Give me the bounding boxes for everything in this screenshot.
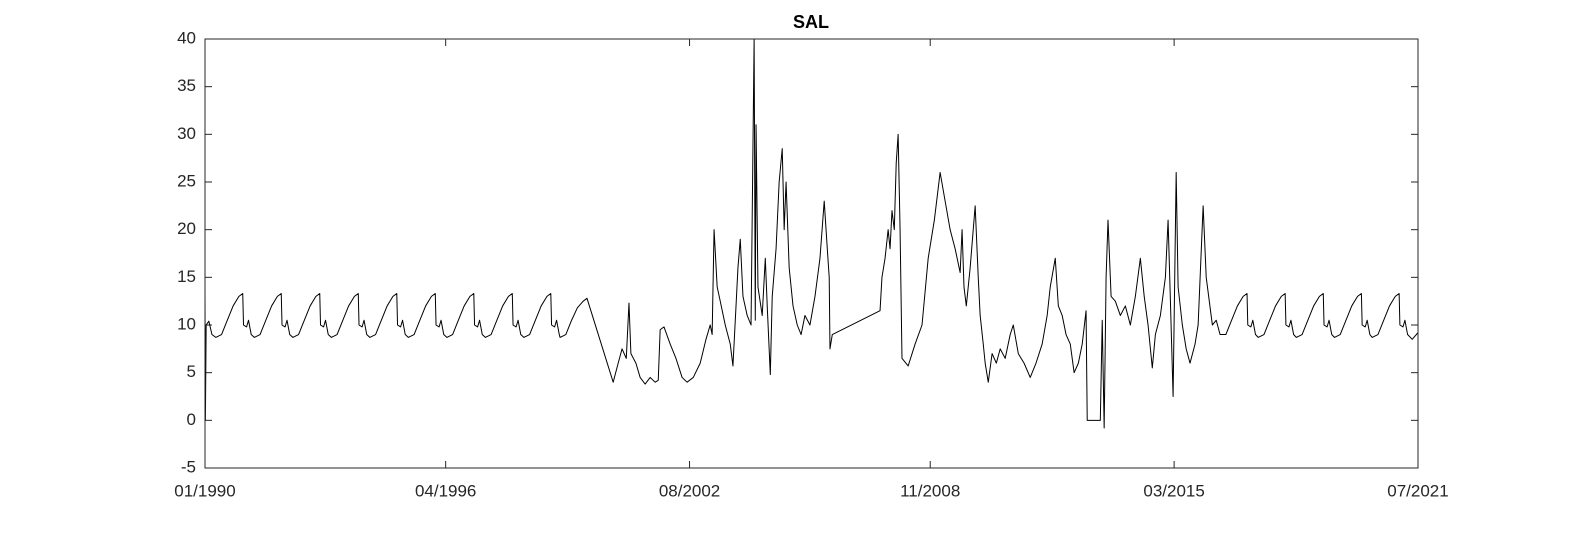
y-tick-label: 30 [177,124,196,143]
x-tick-label: 11/2008 [900,481,960,500]
y-tick-label: 10 [177,314,196,333]
x-tick-label: 01/1990 [174,481,235,500]
chart-title: SAL [793,12,829,32]
y-tick-label: 20 [177,219,196,238]
y-tick-label: 40 [177,28,196,47]
line [204,38,1419,429]
x-tick-label: 08/2002 [659,481,720,500]
x-tick-label: 04/1996 [415,481,476,500]
plot-box [204,38,1419,469]
y-tick-label: 25 [177,171,196,190]
x-tick-label: 03/2015 [1143,481,1204,500]
y-tick-label: 5 [187,362,196,381]
y-tick-label: 0 [187,410,196,429]
y-tick-label: 15 [177,267,196,286]
y-tick-label: -5 [181,457,196,476]
y-tick-label: 35 [177,76,196,95]
x-tick-label: 07/2021 [1387,481,1448,500]
